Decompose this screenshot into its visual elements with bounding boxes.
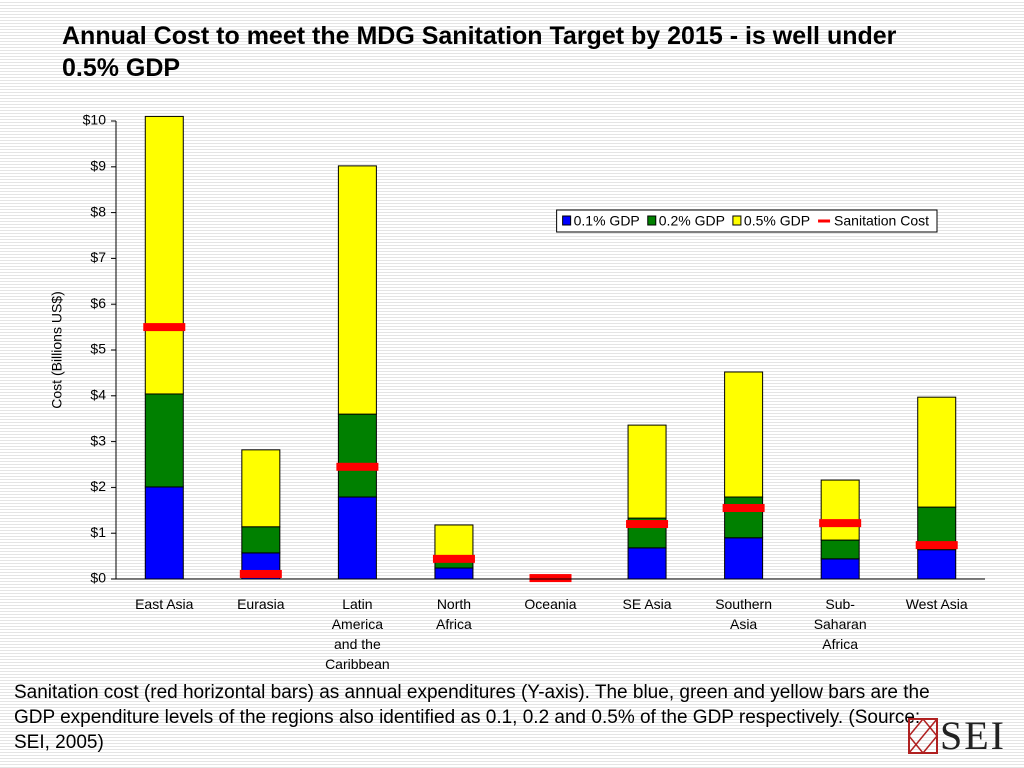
legend: 0.1% GDP 0.2% GDP 0.5% GDP Sanitation Cost [556,209,938,233]
bar-segment [820,539,860,560]
x-tick-label: North Africa [436,596,472,632]
y-tick-label: $7 [90,249,106,265]
cost-marker [432,554,475,563]
bar-segment [337,496,377,580]
legend-swatch [647,215,657,226]
cost-marker [239,569,282,578]
y-tick-label: $5 [90,341,106,357]
y-tick-label: $3 [90,432,106,448]
logo-icon [908,718,938,754]
bar-segment [144,393,184,488]
cost-marker [722,504,765,513]
y-tick-label: $8 [90,203,106,219]
bar-segment [337,413,377,498]
bar-segment [820,558,860,580]
legend-swatch [732,215,742,226]
x-tick-label: West Asia [905,596,968,612]
x-tick-label: Eurasia [237,596,285,612]
bar-segment [917,396,957,508]
bar-segment [144,115,184,395]
bar-segment [241,449,281,528]
x-tick-label: Latin America and the Caribbean [325,596,390,672]
caption: Sanitation cost (red horizontal bars) as… [14,682,930,753]
y-tick-label: $9 [90,158,106,174]
legend-label: 0.5% GDP [744,213,810,229]
legend-label: 0.2% GDP [659,213,725,229]
logo-text: SEI [940,713,1006,758]
legend-swatch [562,215,572,226]
x-tick-label: SE Asia [622,596,672,612]
bar-segment [724,371,764,498]
bar-segment [627,547,667,580]
y-tick-label: $1 [90,524,106,540]
cost-marker [915,541,958,550]
bar-segment [724,496,764,539]
bar-segment [434,524,474,558]
y-tick-label: $6 [90,295,106,311]
logo: SEI [908,713,1008,758]
bar-segment [627,424,667,519]
bar-segment [434,567,474,580]
bar-segment [241,526,281,554]
cost-marker [336,462,379,471]
y-tick-label: $10 [83,112,107,128]
bar-segment [337,165,377,415]
x-tick-label: Oceania [524,596,577,612]
legend-label: 0.1% GDP [574,213,640,229]
cost-marker [819,519,862,528]
bar-segment [724,537,764,580]
cost-marker [529,574,572,583]
x-tick-label: Sub-Saharan Africa [813,596,867,652]
x-tick-label: Southern Asia [715,596,773,632]
chart: $0 $1 $2 $3 $4 $5 $6 $7 $8 $9 $10 Cost (Billions US… [49,112,985,586]
x-tick-label: East Asia [135,596,194,612]
bar-segment [917,549,957,580]
y-axis-label: Cost (Billions US$) [49,291,65,408]
y-tick-label: $0 [90,570,106,586]
y-tick-label: $2 [90,478,106,494]
slide-title: Annual Cost to meet the MDG Sanitation T… [62,22,897,82]
legend-label: Sanitation Cost [834,213,929,229]
cost-marker [626,520,669,529]
cost-marker [143,323,186,332]
bar-segment [144,486,184,580]
y-tick-label: $4 [90,387,106,403]
bar-segment [820,479,860,541]
